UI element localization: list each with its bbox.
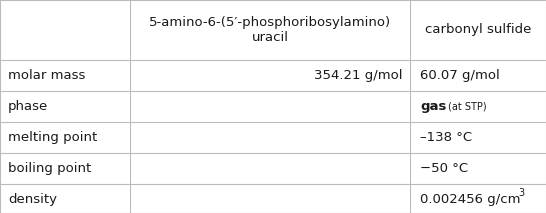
Text: 5-amino-6-(5′-phosphoribosylamino)
uracil: 5-amino-6-(5′-phosphoribosylamino) uraci… <box>149 16 391 44</box>
Text: (at STP): (at STP) <box>448 102 486 111</box>
Text: gas: gas <box>420 100 447 113</box>
Text: carbonyl sulfide: carbonyl sulfide <box>425 23 531 36</box>
Text: phase: phase <box>8 100 48 113</box>
Text: 60.07 g/mol: 60.07 g/mol <box>420 69 500 82</box>
Text: −50 °C: −50 °C <box>420 162 468 175</box>
Text: 0.002456 g/cm: 0.002456 g/cm <box>420 193 520 206</box>
Text: molar mass: molar mass <box>8 69 85 82</box>
Text: 3: 3 <box>518 189 524 199</box>
Text: 354.21 g/mol: 354.21 g/mol <box>313 69 402 82</box>
Text: –138 °C: –138 °C <box>420 131 472 144</box>
Text: boiling point: boiling point <box>8 162 91 175</box>
Text: melting point: melting point <box>8 131 97 144</box>
Text: density: density <box>8 193 57 206</box>
